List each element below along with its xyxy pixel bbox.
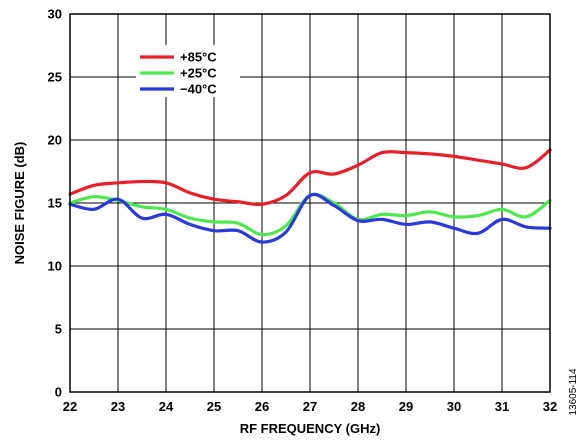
- y-tick-label: 0: [55, 385, 62, 400]
- y-tick-label: 25: [48, 70, 62, 85]
- series-line-2: [68, 192, 552, 244]
- x-tick-label: 27: [303, 399, 317, 414]
- legend-label: +25°C: [180, 66, 217, 81]
- x-tick-label: 29: [399, 399, 413, 414]
- x-tick-label: 31: [495, 399, 509, 414]
- x-tick-label: 32: [543, 399, 557, 414]
- x-tick-label: 23: [111, 399, 125, 414]
- legend: +85°C+25°C−40°C: [136, 45, 240, 97]
- y-tick-label: 20: [48, 133, 62, 148]
- figure-id-label: 13605-114: [568, 368, 579, 416]
- x-tick-label: 30: [447, 399, 461, 414]
- x-tick-label: 24: [159, 399, 174, 414]
- x-tick-label: 26: [255, 399, 269, 414]
- y-tick-label: 5: [55, 322, 62, 337]
- series-lines: [68, 148, 552, 244]
- y-tick-label: 10: [48, 259, 62, 274]
- series-line-0: [68, 148, 552, 207]
- plot-frame: [69, 13, 551, 393]
- x-axis-title: RF FREQUENCY (GHz): [240, 421, 381, 436]
- legend-label: +85°C: [180, 50, 217, 65]
- y-tick-label: 30: [48, 7, 62, 22]
- x-tick-label: 28: [351, 399, 365, 414]
- tick-labels: 22 23 24 25 26 27 28 29 30 31 32 0 5 10 15 20 25 30: [48, 7, 558, 415]
- y-axis-title: NOISE FIGURE (dB): [12, 142, 27, 265]
- legend-label: −40°C: [180, 82, 217, 97]
- y-tick-label: 15: [48, 196, 62, 211]
- x-tick-label: 25: [207, 399, 221, 414]
- x-tick-label: 22: [63, 399, 77, 414]
